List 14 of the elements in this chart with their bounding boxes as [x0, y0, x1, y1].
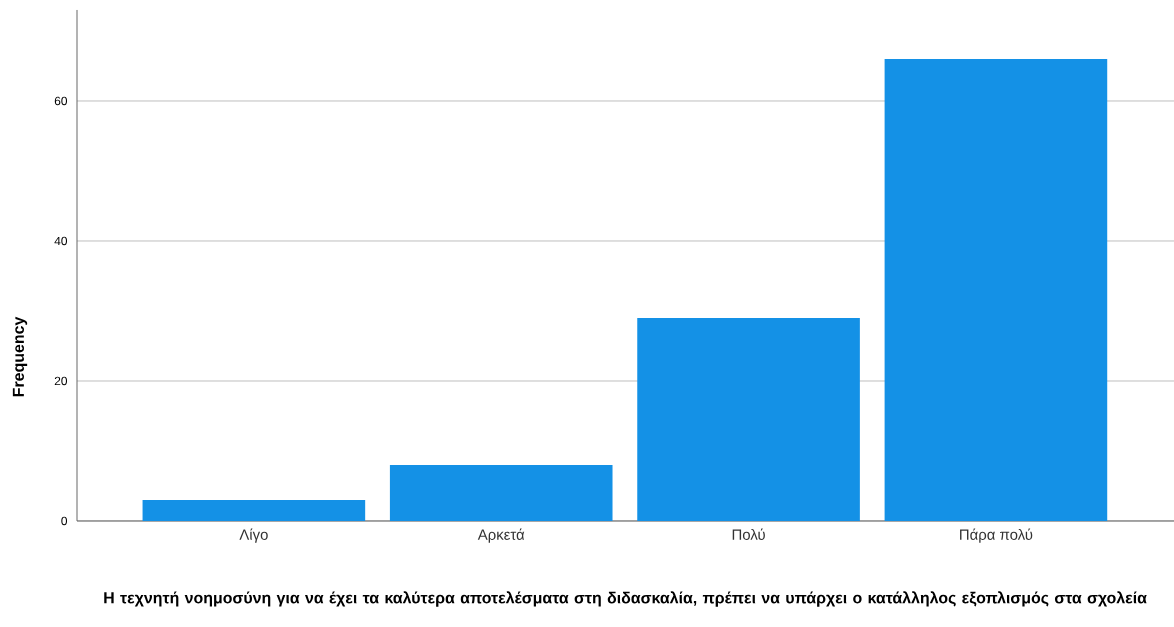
y-tick-label: 0	[61, 516, 68, 526]
bar	[142, 499, 366, 521]
y-tick-label: 20	[54, 376, 68, 386]
x-axis-title: Η τεχνητή νοημοσύνη για να έχει τα καλύτερα αποτελέσματα στη διδασκαλία, πρέπει να υπάρχει ο κατάλληλος εξοπλισμός στα σχολεία	[104, 591, 1147, 607]
x-tick-label: Πάρα πολύ	[960, 528, 1033, 543]
y-tick-label: 60	[54, 96, 68, 106]
y-tick-label: 40	[54, 236, 68, 246]
x-tick-label: Λίγο	[239, 528, 268, 543]
y-axis-title: Frequency	[12, 316, 28, 397]
bar	[389, 464, 613, 521]
x-tick-label: Αρκετά	[477, 528, 525, 543]
x-tick-label: Πολύ	[732, 528, 765, 540]
bar	[637, 317, 860, 521]
bar	[884, 58, 1108, 521]
